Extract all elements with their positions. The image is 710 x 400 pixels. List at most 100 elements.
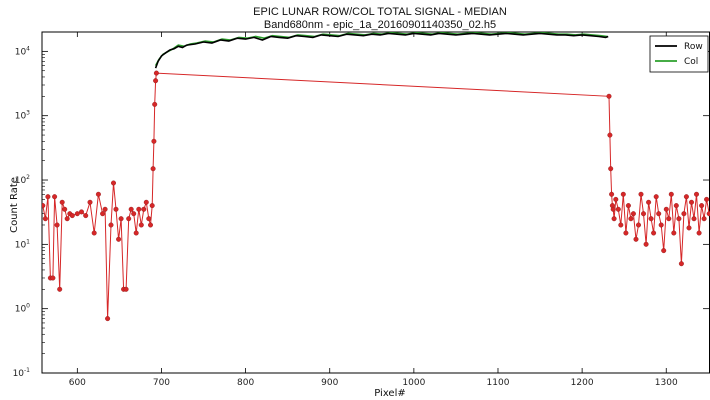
red-data-point bbox=[683, 194, 689, 200]
red-data-point bbox=[666, 216, 672, 222]
red-data-point bbox=[694, 191, 700, 197]
legend-label-row: Row bbox=[684, 42, 703, 52]
red-data-point bbox=[704, 196, 710, 202]
red-data-point bbox=[59, 199, 65, 205]
red-data-point bbox=[623, 230, 629, 236]
y-tick-label: 104 bbox=[15, 45, 30, 57]
red-data-point bbox=[676, 216, 682, 222]
red-data-point bbox=[630, 211, 636, 217]
red-data-point bbox=[696, 230, 702, 236]
red-data-point bbox=[143, 199, 149, 205]
red-data-point bbox=[146, 216, 152, 222]
red-data-point bbox=[105, 316, 111, 322]
red-data-point bbox=[648, 216, 654, 222]
x-axis-label: Pixel# bbox=[374, 388, 406, 399]
red-data-point bbox=[633, 236, 639, 242]
red-data-point bbox=[54, 222, 60, 228]
red-data-point bbox=[625, 203, 631, 209]
red-data-point bbox=[643, 241, 649, 247]
x-tick-label: 900 bbox=[321, 378, 338, 388]
y-tick-label: 100 bbox=[15, 303, 30, 315]
red-data-point bbox=[661, 248, 667, 254]
red-data-point bbox=[128, 206, 134, 212]
red-data-point bbox=[641, 211, 647, 217]
series-red-line bbox=[42, 72, 710, 319]
red-data-point bbox=[606, 93, 612, 99]
red-data-point bbox=[116, 236, 122, 242]
red-data-point bbox=[671, 230, 677, 236]
x-tick-label: 1200 bbox=[571, 378, 594, 388]
red-data-point bbox=[638, 191, 644, 197]
series-row-line bbox=[154, 32, 609, 69]
red-data-point bbox=[147, 222, 153, 228]
red-data-point bbox=[45, 194, 51, 200]
red-data-point bbox=[95, 191, 101, 197]
red-data-point bbox=[102, 206, 108, 212]
legend-label-col: Col bbox=[684, 57, 698, 67]
red-data-point bbox=[646, 199, 652, 205]
red-data-point bbox=[699, 203, 705, 209]
red-data-point bbox=[609, 191, 615, 197]
red-data-point bbox=[153, 78, 159, 84]
red-data-point bbox=[668, 191, 674, 197]
red-data-point bbox=[42, 216, 48, 222]
red-data-point bbox=[52, 194, 58, 200]
red-data-point bbox=[610, 206, 616, 212]
red-data-point bbox=[62, 206, 68, 212]
red-data-point bbox=[663, 206, 669, 212]
x-tick-label: 600 bbox=[69, 378, 86, 388]
red-data-point bbox=[64, 216, 70, 222]
chart-subtitle: Band680nm - epic_1a_20160901140350_02.h5 bbox=[264, 19, 496, 31]
x-tick-label: 1000 bbox=[402, 378, 425, 388]
red-data-point bbox=[108, 222, 114, 228]
red-data-point bbox=[91, 230, 97, 236]
red-data-point bbox=[613, 196, 619, 202]
red-data-point bbox=[615, 206, 621, 212]
red-data-point bbox=[118, 216, 124, 222]
red-data-point bbox=[136, 206, 142, 212]
plot-frame bbox=[41, 31, 710, 374]
x-tick-label: 1100 bbox=[487, 378, 510, 388]
red-data-point bbox=[131, 211, 137, 217]
legend-box bbox=[649, 35, 709, 73]
y-axis-label: Count Rate bbox=[9, 177, 20, 233]
red-data-point bbox=[152, 101, 158, 107]
red-data-point bbox=[42, 203, 46, 209]
red-data-point bbox=[620, 191, 626, 197]
red-data-point bbox=[686, 225, 692, 231]
red-data-point bbox=[151, 138, 157, 144]
series-group bbox=[42, 32, 710, 322]
red-data-point bbox=[57, 286, 63, 292]
red-data-point bbox=[141, 206, 147, 212]
red-data-point bbox=[149, 203, 155, 209]
red-data-point bbox=[138, 222, 144, 228]
plot-area: 600 700 800 900 1000 1100 1200 1300 10-1 100 101 10… bbox=[13, 31, 710, 388]
red-data-point bbox=[133, 230, 139, 236]
red-data-point bbox=[78, 209, 84, 215]
red-data-point bbox=[689, 199, 695, 205]
chart-title: EPIC LUNAR ROW/COL TOTAL SIGNAL - MEDIAN bbox=[253, 6, 507, 18]
red-data-point bbox=[658, 222, 664, 228]
red-data-point bbox=[123, 286, 129, 292]
red-data-point bbox=[691, 216, 697, 222]
red-data-point bbox=[150, 166, 156, 172]
red-data-point bbox=[113, 206, 119, 212]
red-data-point bbox=[673, 203, 679, 209]
red-data-point bbox=[656, 211, 662, 217]
red-data-point bbox=[153, 70, 159, 76]
y-tick-label: 103 bbox=[15, 110, 30, 122]
red-data-point bbox=[651, 230, 657, 236]
red-data-point bbox=[701, 216, 707, 222]
red-data-point bbox=[74, 211, 80, 217]
y-tick-label: 10-1 bbox=[13, 367, 31, 379]
red-data-point bbox=[87, 199, 93, 205]
x-tick-label: 700 bbox=[153, 378, 170, 388]
x-tick-label: 1300 bbox=[655, 378, 678, 388]
red-data-point bbox=[608, 166, 614, 172]
red-data-point bbox=[636, 222, 642, 228]
red-data-point bbox=[706, 211, 710, 217]
red-data-point bbox=[618, 222, 624, 228]
red-data-point bbox=[110, 180, 116, 186]
legend: Row Col bbox=[649, 35, 709, 73]
